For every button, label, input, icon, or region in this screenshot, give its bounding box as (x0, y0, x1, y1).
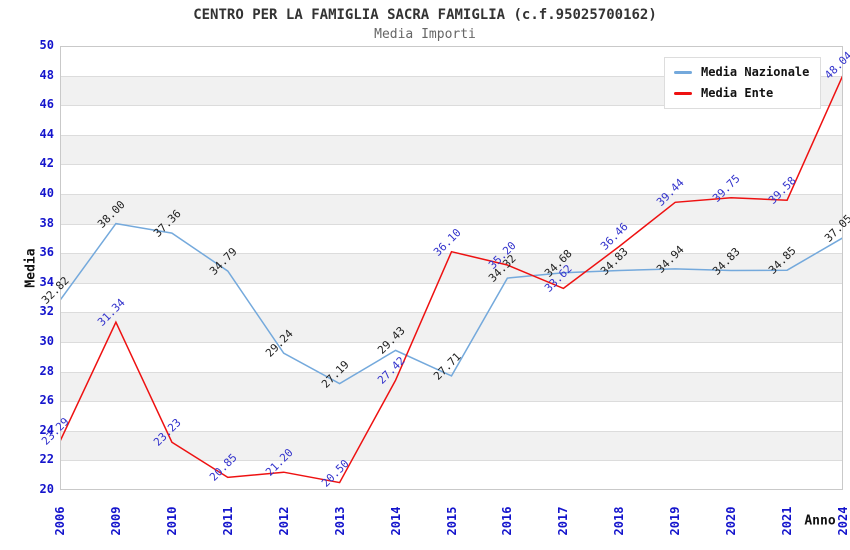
grid-band (60, 460, 843, 490)
x-tick-label: 2006 (53, 506, 67, 536)
y-tick-label: 38 (39, 215, 54, 230)
line-swatch-icon (674, 70, 692, 74)
y-tick-label: 20 (39, 482, 54, 496)
grid-band (60, 134, 843, 165)
x-tick-label: 2018 (612, 506, 627, 536)
legend-label: Media Nazionale (701, 65, 810, 79)
y-tick-label: 34 (39, 274, 54, 289)
y-tick-label: 24 (39, 422, 54, 437)
grid-band (60, 401, 843, 431)
x-tick-label: 2011 (220, 506, 235, 536)
chart-title: CENTRO PER LA FAMIGLIA SACRA FAMIGLIA (c… (193, 7, 657, 23)
y-tick-label: 26 (39, 393, 54, 408)
legend-item-media-ente: Media Ente (674, 86, 809, 100)
y-tick-label: 36 (39, 245, 54, 260)
y-tick-label: 44 (39, 126, 54, 141)
chart-subtitle: Media Importi (374, 27, 476, 42)
grid-band (60, 105, 843, 135)
grid-band (60, 253, 843, 283)
grid-band (60, 223, 843, 254)
x-tick-label: 2024 (836, 506, 850, 536)
grid-band (60, 342, 843, 372)
legend: Media Nazionale Media Ente (664, 57, 822, 109)
x-tick-label: 2014 (388, 506, 403, 536)
x-tick-label: 2010 (164, 506, 179, 536)
y-tick-label: 48 (39, 67, 54, 82)
x-axis-title: Anno (804, 513, 836, 529)
series-plot (60, 74, 843, 484)
x-tick-label: 2017 (556, 506, 571, 536)
x-tick-label: 2016 (500, 506, 515, 536)
x-tick-label: 2013 (332, 506, 347, 536)
legend-item-media-nazionale: Media Nazionale (674, 65, 809, 79)
plot-area (60, 46, 843, 490)
line-swatch-icon (674, 91, 692, 95)
y-tick-label: 22 (39, 452, 54, 467)
y-tick-label: 30 (39, 334, 54, 348)
grid-band (60, 312, 843, 342)
x-tick-label: 2009 (108, 506, 123, 536)
y-tick-label: 42 (39, 156, 54, 171)
y-tick-label: 50 (39, 38, 54, 52)
grid-band (60, 164, 843, 194)
y-tick-label: 32 (39, 304, 54, 319)
grid-band (60, 282, 843, 313)
series-line-media-ente (60, 74, 843, 484)
legend-label: Media Ente (701, 86, 774, 100)
x-tick-label: 2015 (444, 506, 459, 536)
y-tick-label: 28 (39, 363, 54, 378)
x-tick-label: 2019 (668, 506, 683, 536)
x-tick-label: 2012 (276, 506, 291, 536)
series-line-media-nazionale (60, 222, 843, 385)
y-tick-label: 46 (39, 97, 54, 112)
x-tick-label: 2020 (724, 506, 739, 536)
y-tick-label: 40 (39, 186, 54, 200)
x-tick-label: 2021 (780, 506, 795, 536)
grid-band (60, 430, 843, 461)
